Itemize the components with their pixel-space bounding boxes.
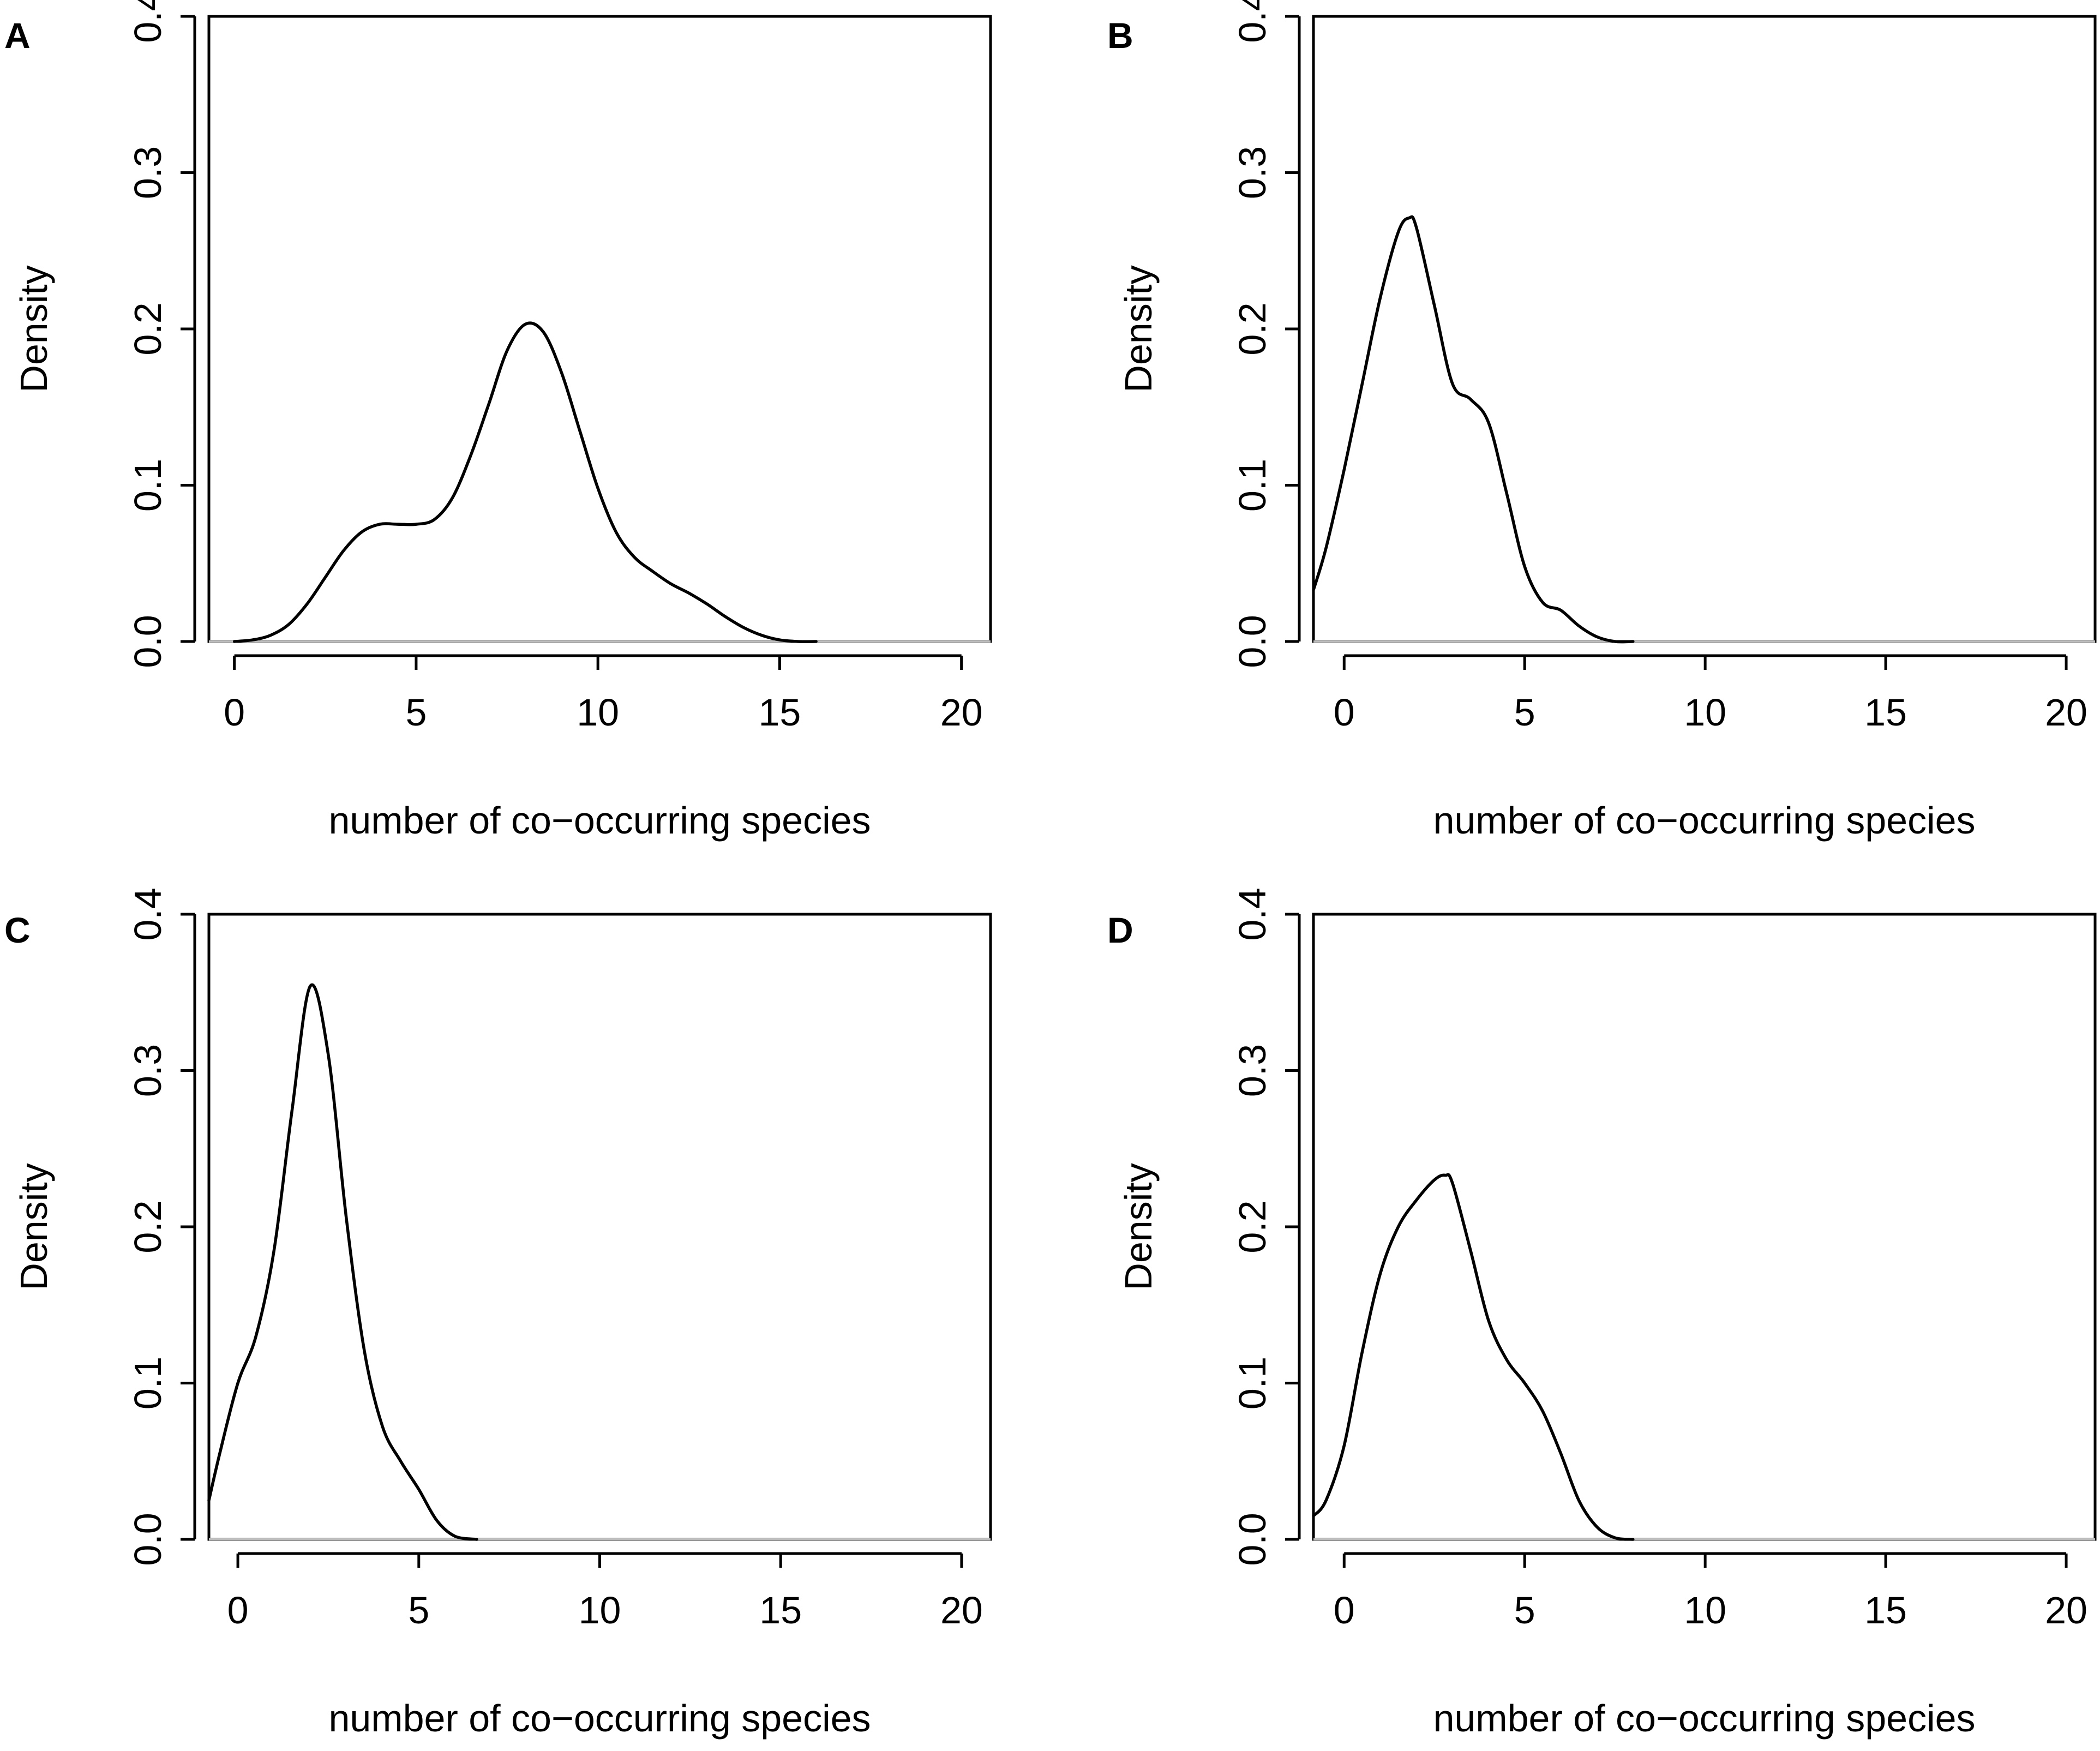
panel-b-plot-frame: [1312, 15, 2097, 643]
panel-a-y-tick-label: 0.0: [127, 615, 169, 668]
panel-b-density-curve: [1312, 215, 1635, 644]
panel-c-letter: C: [4, 910, 31, 950]
panel-c-y-tick-label: 0.1: [127, 1357, 169, 1410]
panel-c-x-tick-label: 15: [759, 1589, 802, 1632]
panel-d-x-tick-label: 10: [1684, 1589, 1726, 1632]
panel-c-x-tick-label: 5: [408, 1589, 429, 1632]
panel-d: D 0 5 10 15 20 number of co−occurring species 0…: [1107, 888, 2097, 1740]
panel-b-y-tick-label: 0.2: [1231, 302, 1274, 355]
panel-c-x-tick-label: 20: [940, 1589, 983, 1632]
panel-b-x-tick-label: 0: [1334, 691, 1355, 734]
panel-a-y-tick-label: 0.4: [127, 0, 169, 43]
panel-b-x-axis-title: number of co−occurring species: [1433, 799, 1975, 842]
panel-c: C 0 5 10 15 20 number of co−occurring species 0…: [4, 888, 992, 1740]
panel-a-density-curve: [232, 321, 818, 643]
panel-d-x-axis-title: number of co−occurring species: [1433, 1697, 1975, 1740]
panel-b-x-tick-label: 15: [1864, 691, 1907, 734]
panel-a-x-tick-label: 5: [405, 691, 427, 734]
panel-d-y-axis-title: Density: [1117, 1163, 1160, 1290]
panel-d-y-tick-label: 0.3: [1231, 1044, 1274, 1097]
panel-c-x-tick-label: 0: [227, 1589, 249, 1632]
panel-c-y-tick-label: 0.4: [127, 888, 169, 940]
panel-b-y-tick-label: 0.4: [1231, 0, 1274, 43]
panel-c-plot-frame: [207, 913, 992, 1541]
panel-d-x-tick-label: 5: [1514, 1589, 1535, 1632]
panel-c-x-axis-title: number of co−occurring species: [328, 1697, 871, 1740]
panel-c-y-axis-title: Density: [13, 1163, 55, 1290]
panel-a-y-tick-label: 0.1: [127, 459, 169, 512]
panel-b-x-tick-label: 20: [2045, 691, 2087, 734]
panel-d-y-tick-label: 0.2: [1231, 1200, 1274, 1253]
panel-a-letter: A: [4, 15, 31, 56]
panel-d-x-tick-label: 20: [2045, 1589, 2087, 1632]
panel-d-x-tick-label: 15: [1864, 1589, 1907, 1632]
panel-a-x-tick-label: 15: [758, 691, 801, 734]
panel-c-y-tick-label: 0.0: [127, 1513, 169, 1566]
panel-b: B 0 5 10 15 20 number of co−occurring species 0…: [1107, 0, 2097, 842]
panel-b-y-tick-label: 0.0: [1231, 615, 1274, 668]
panel-b-y-axis-title: Density: [1117, 265, 1160, 392]
panel-c-x-tick-label: 10: [579, 1589, 621, 1632]
panel-a-y-axis-title: Density: [13, 265, 55, 392]
panel-a-plot-frame: [207, 15, 992, 643]
panel-a-y-tick-label: 0.3: [127, 146, 169, 199]
panel-d-y-tick-label: 0.1: [1231, 1357, 1274, 1410]
panel-b-letter: B: [1107, 15, 1133, 56]
panel-a-x-axis-title: number of co−occurring species: [328, 799, 871, 842]
panel-a-y-tick-label: 0.2: [127, 302, 169, 355]
panel-c-y-tick-label: 0.3: [127, 1044, 169, 1097]
panel-b-x-tick-label: 5: [1514, 691, 1535, 734]
panel-d-x-tick-label: 0: [1334, 1589, 1355, 1632]
panel-d-plot-frame: [1312, 913, 2097, 1541]
panel-a: A 0 5 10 15 20 number of co−occurring species 0…: [4, 0, 992, 842]
panel-d-y-tick-label: 0.4: [1231, 888, 1274, 940]
panel-a-x-tick-label: 20: [940, 691, 983, 734]
panel-c-density-curve: [207, 983, 478, 1541]
panel-a-x-tick-label: 0: [224, 691, 245, 734]
panel-d-density-curve: [1312, 1173, 1635, 1541]
panel-d-letter: D: [1107, 910, 1133, 950]
panel-d-y-tick-label: 0.0: [1231, 1513, 1274, 1566]
panel-c-y-tick-label: 0.2: [127, 1200, 169, 1253]
panel-a-x-tick-label: 10: [577, 691, 619, 734]
panel-b-x-tick-label: 10: [1684, 691, 1726, 734]
panel-b-y-tick-label: 0.1: [1231, 459, 1274, 512]
panel-b-y-tick-label: 0.3: [1231, 146, 1274, 199]
